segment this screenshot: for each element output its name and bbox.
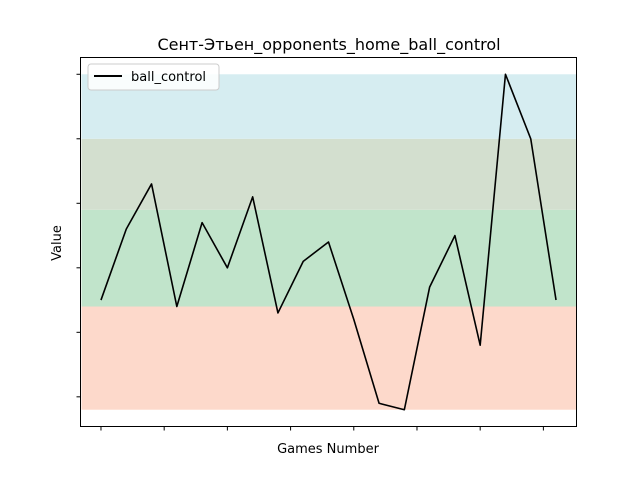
x-ticks <box>100 426 544 431</box>
legend-box <box>87 63 220 91</box>
band-1 <box>81 209 577 307</box>
band-2 <box>81 138 577 210</box>
background-bands <box>81 74 577 410</box>
y-ticks <box>76 73 81 398</box>
legend-label: ball_control <box>131 70 206 85</box>
band-0 <box>81 306 577 410</box>
series-line-0 <box>100 73 557 411</box>
y-axis-label: Value <box>50 225 65 261</box>
series-lines <box>100 73 557 411</box>
plot-frame <box>80 57 577 427</box>
chart-title: Сент-Этьен_opponents_home_ball_control <box>157 35 500 55</box>
legend: ball_control <box>87 63 220 91</box>
x-axis-label: Games Number <box>277 442 379 457</box>
